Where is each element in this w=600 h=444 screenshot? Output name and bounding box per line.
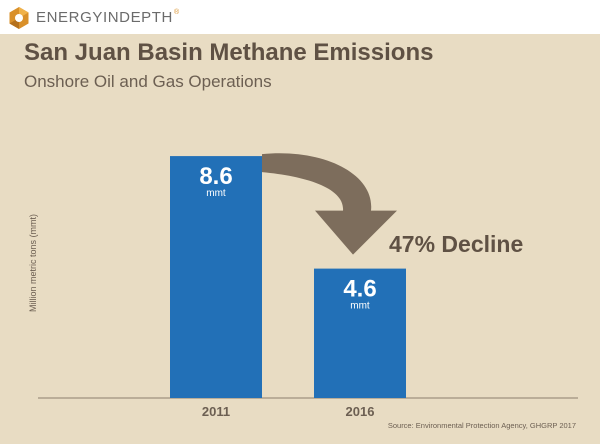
- x-tick-label: 2016: [346, 404, 375, 419]
- bar-2011: [170, 156, 262, 398]
- decline-annotation: 47% Decline: [389, 231, 523, 257]
- x-tick-label: 2011: [202, 404, 230, 419]
- header-bar: ENERGYINDEPTH®: [0, 0, 600, 34]
- bar-2016: [314, 268, 406, 398]
- energy-in-depth-logo-icon: [9, 7, 29, 29]
- bar-unit-label: mmt: [350, 301, 370, 312]
- bar-value-label: 4.6: [343, 276, 376, 303]
- brand-name: ENERGYINDEPTH®: [36, 9, 180, 26]
- bar-value-label: 8.6: [199, 163, 232, 190]
- bar-unit-label: mmt: [206, 188, 226, 199]
- chart-subtitle: Onshore Oil and Gas Operations: [24, 72, 272, 91]
- brand-name-text: ENERGYINDEPTH: [36, 9, 173, 26]
- chart-title: San Juan Basin Methane Emissions: [24, 39, 434, 66]
- decline-arrow-icon: [262, 153, 397, 255]
- source-note: Source: Environmental Protection Agency,…: [387, 421, 576, 430]
- registered-mark: ®: [174, 9, 180, 16]
- chart-panel: [0, 34, 600, 444]
